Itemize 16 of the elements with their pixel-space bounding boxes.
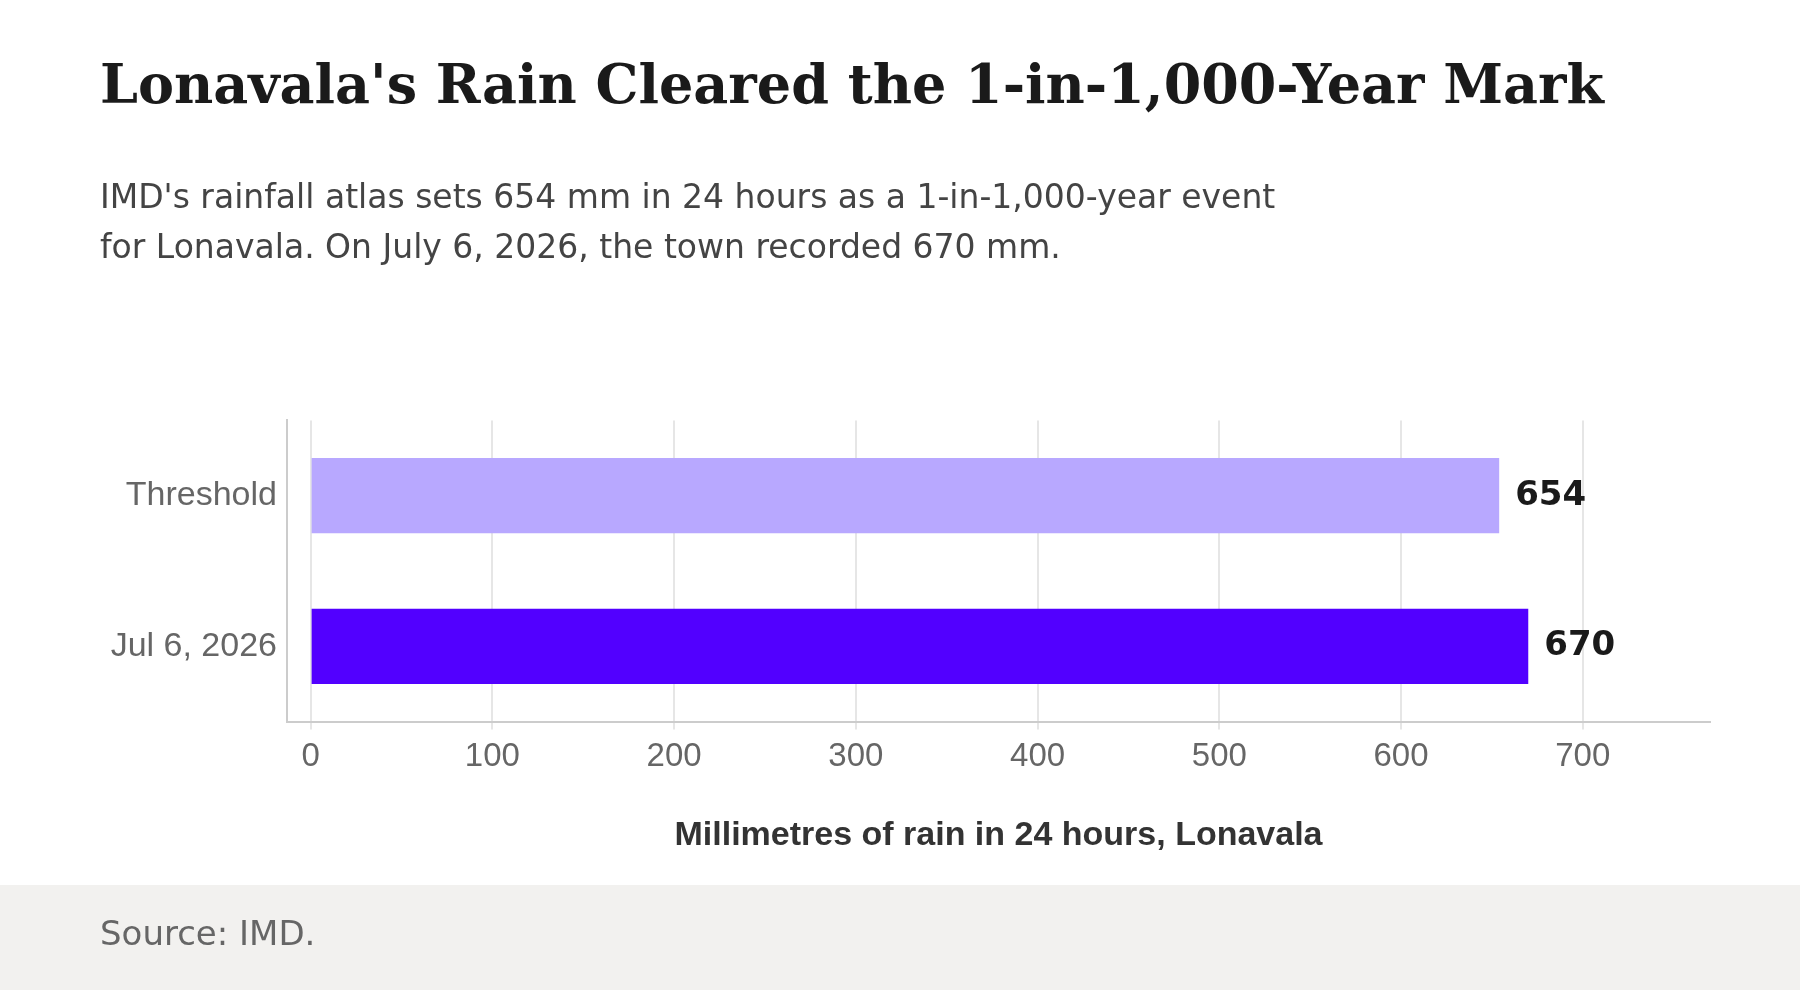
x-tick-label: 100	[464, 736, 520, 774]
chart-title: Lonavala's Rain Cleared the 1-in-1,000-Year Mark	[100, 52, 1604, 116]
source-note: Source: IMD.	[100, 913, 316, 953]
x-tick-label: 700	[1555, 736, 1611, 774]
x-axis-title: Millimetres of rain in 24 hours, Lonavala	[674, 813, 1324, 852]
x-tick-label: 600	[1373, 736, 1429, 774]
x-tick-label: 400	[1010, 736, 1066, 774]
x-tick-label: 300	[828, 736, 884, 774]
data-label: 670	[1544, 623, 1616, 664]
x-tick-label: 200	[646, 736, 702, 774]
data-label: 654	[1515, 472, 1587, 513]
y-tick-label: Threshold	[125, 474, 277, 513]
chart-subtitle: IMD's rainfall atlas sets 654 mm in 24 hours as a 1-in-1,000-year event for Lonavala. On July 6, 2026, the town recorded 670 mm.	[100, 176, 1277, 268]
x-tick-label: 500	[1191, 736, 1247, 774]
x-tick-label: 0	[301, 736, 320, 774]
y-tick-label: Jul 6, 2026	[110, 624, 277, 663]
